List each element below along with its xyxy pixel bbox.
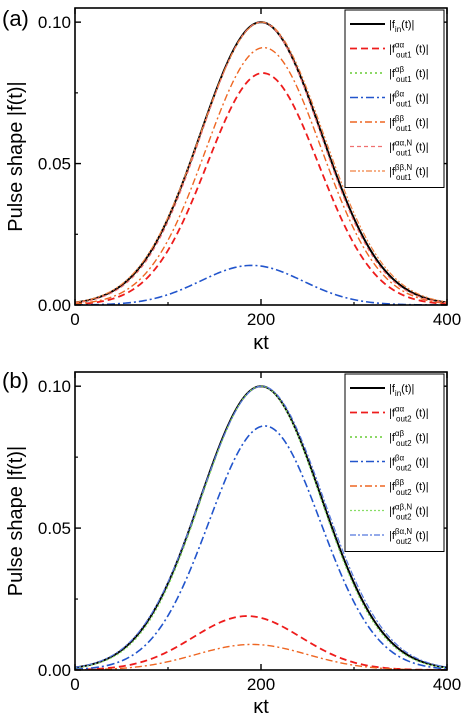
legend-entry: |fin(t)| <box>389 19 414 34</box>
legend-entry: |fββ out1 (t)| <box>389 114 429 133</box>
legend-entry: |fββ out2 (t)| <box>389 478 429 497</box>
series-line-6 <box>75 21 447 304</box>
series-line-7 <box>75 385 447 668</box>
legend-entry: |fβα out2 (t)| <box>389 454 429 473</box>
series-group <box>75 385 447 670</box>
x-tick-label: 0 <box>70 310 79 329</box>
y-tick-label: 0.00 <box>38 296 71 315</box>
x-tick-label: 0 <box>70 675 79 694</box>
x-tick-label: 200 <box>247 675 275 694</box>
series-line-2 <box>75 72 447 305</box>
legend-entry: |fαβ out2 (t)| <box>389 429 429 448</box>
series-line-4 <box>75 264 447 305</box>
series-line-7 <box>75 21 447 303</box>
y-tick-label: 0.10 <box>38 13 71 32</box>
series-line-4 <box>75 425 447 670</box>
panel-label: (a) <box>2 6 29 31</box>
panel-label: (b) <box>2 368 29 393</box>
series-line-5 <box>75 643 447 670</box>
legend: |fin(t)| |fαα out1 (t)| |fαβ out1 (t)| |fβα out1… <box>344 9 445 188</box>
x-tick-label: 400 <box>433 310 461 329</box>
legend: |fin(t)| |fαα out2 (t)| |fαβ out2 (t)| |fβα out2… <box>344 373 445 552</box>
legend-entry: |fin(t)| <box>389 383 414 398</box>
x-axis-label: κt <box>253 696 269 718</box>
legend-entry: |fαα out2 (t)| <box>389 405 429 424</box>
y-tick-label: 0.05 <box>38 155 71 174</box>
legend-entry: |fαα out1 (t)| <box>389 41 429 60</box>
series-group <box>75 21 447 305</box>
y-axis-label: Pulse shape |f(t)| <box>5 446 27 596</box>
legend-entry: |fβα,N out2 (t)| <box>389 527 429 546</box>
y-tick-label: 0.05 <box>38 519 71 538</box>
y-tick-label: 0.00 <box>38 661 71 680</box>
legend-entry: |fββ,N out1 (t)| <box>389 163 429 182</box>
chart-panel-2: 0 200 400 0.00 0.05 0.10 κt Pulse shape |f(t)| (… <box>2 368 461 718</box>
series-line-5 <box>75 46 447 305</box>
legend-entry: |fαβ,N out2 (t)| <box>389 503 429 522</box>
legend-box <box>344 9 445 188</box>
legend-entry: |fαβ out1 (t)| <box>389 65 429 84</box>
legend-entry: |fβα out1 (t)| <box>389 90 429 109</box>
y-tick-label: 0.10 <box>38 377 71 396</box>
y-axis-label: Pulse shape |f(t)| <box>5 81 27 231</box>
legend-entry: |fαα,N out1 (t)| <box>389 139 429 158</box>
x-tick-label: 200 <box>247 310 275 329</box>
x-tick-label: 400 <box>433 675 461 694</box>
x-axis-label: κt <box>253 332 269 354</box>
legend-box <box>344 373 445 552</box>
chart-panel-1: 0 200 400 0.00 0.05 0.10 κt Pulse shape |f(t)| (… <box>2 6 461 354</box>
